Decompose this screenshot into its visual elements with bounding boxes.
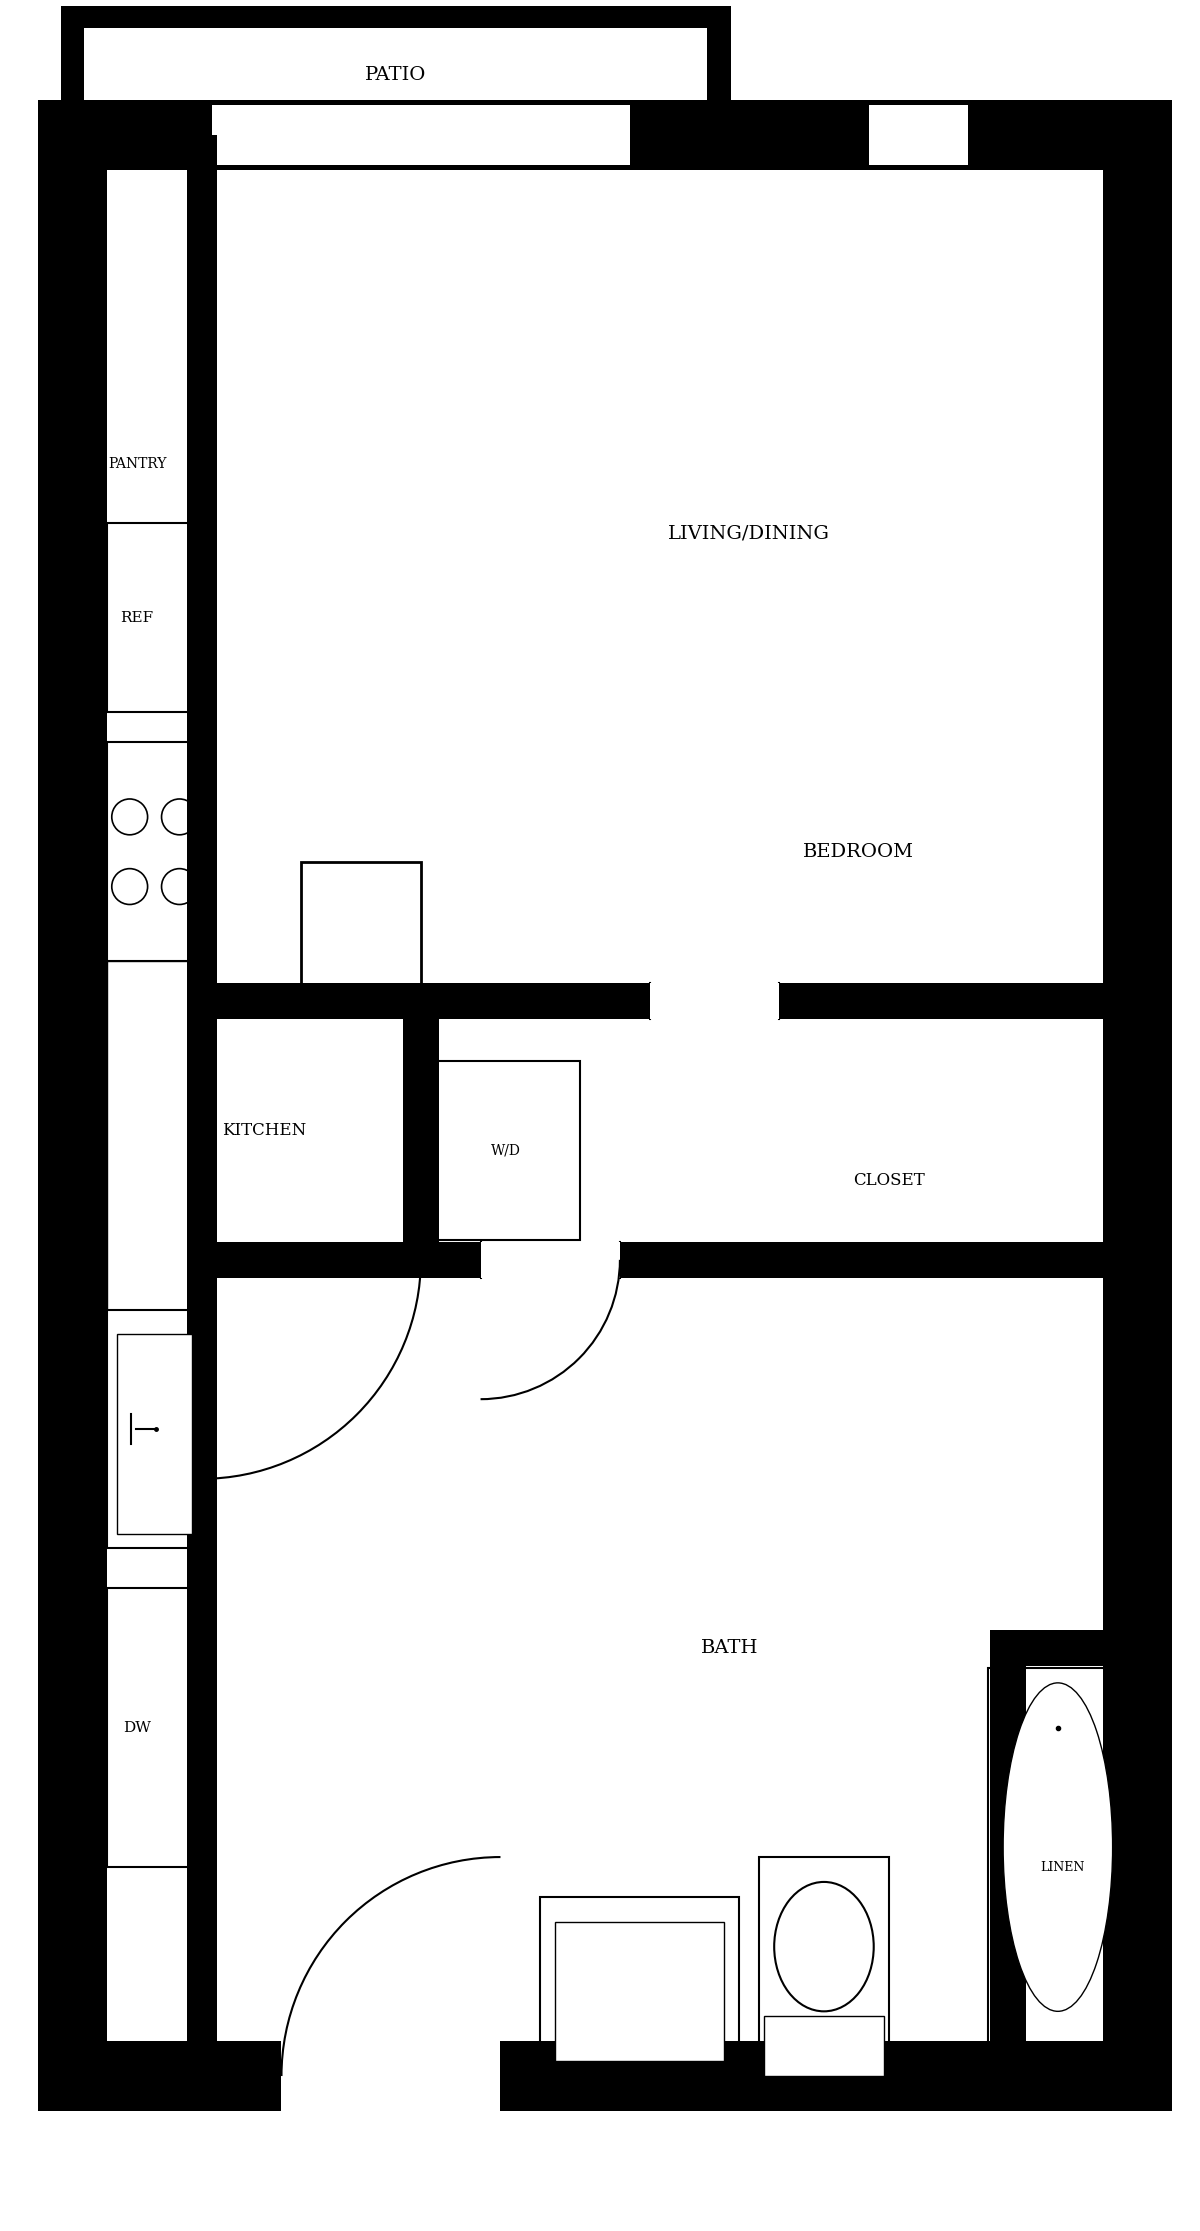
- Text: DW: DW: [124, 1720, 151, 1736]
- Bar: [107, 524, 202, 712]
- Bar: [1103, 100, 1172, 2111]
- Bar: [869, 105, 968, 165]
- Bar: [556, 1921, 725, 2061]
- Bar: [187, 1243, 436, 1278]
- Bar: [107, 1310, 202, 1548]
- Text: BEDROOM: BEDROOM: [803, 843, 914, 861]
- Bar: [37, 2041, 1172, 2111]
- Bar: [990, 1649, 1026, 2111]
- Bar: [403, 1243, 1172, 1278]
- Text: REF: REF: [120, 611, 154, 625]
- Ellipse shape: [774, 1883, 874, 2012]
- Bar: [282, 2037, 500, 2115]
- Text: PATIO: PATIO: [365, 67, 427, 85]
- Bar: [60, 16, 84, 136]
- Bar: [60, 4, 731, 27]
- Text: CLOSET: CLOSET: [853, 1171, 924, 1189]
- Bar: [708, 16, 731, 136]
- Bar: [480, 1243, 620, 1278]
- Bar: [764, 2017, 883, 2077]
- Bar: [187, 136, 217, 2077]
- Bar: [37, 100, 107, 2111]
- Text: PANTRY: PANTRY: [108, 457, 167, 471]
- Bar: [540, 1896, 739, 2077]
- Text: KITCHEN: KITCHEN: [222, 1122, 306, 1140]
- Text: LINEN: LINEN: [1040, 1861, 1085, 1874]
- Text: LIVING/DINING: LIVING/DINING: [668, 524, 830, 542]
- Text: W/D: W/D: [491, 1142, 521, 1158]
- Bar: [301, 861, 421, 1002]
- Bar: [212, 105, 630, 165]
- Bar: [649, 984, 779, 1020]
- Bar: [107, 1588, 202, 1867]
- Bar: [118, 1334, 192, 1533]
- Bar: [988, 1669, 1128, 2046]
- Text: BATH: BATH: [701, 1640, 758, 1658]
- Bar: [990, 1631, 1172, 1667]
- Bar: [107, 962, 202, 1310]
- Bar: [202, 984, 1172, 1020]
- Bar: [403, 1002, 439, 1278]
- Bar: [37, 100, 1172, 170]
- Bar: [760, 1856, 889, 2077]
- Bar: [107, 743, 202, 962]
- Bar: [431, 1060, 580, 1240]
- Ellipse shape: [1003, 1682, 1112, 2012]
